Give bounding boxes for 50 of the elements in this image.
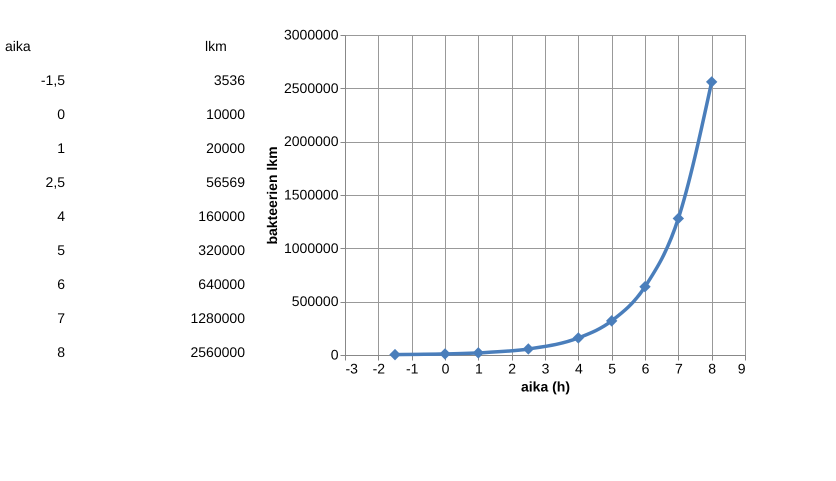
x-tick-label: -2	[372, 360, 386, 376]
x-tick-label: 8	[708, 360, 716, 376]
y-axis-title: bakteerien lkm	[264, 146, 280, 245]
y-tick-label: 1500000	[284, 186, 339, 202]
y-tick-label: 0	[330, 346, 339, 362]
data-label: 10000	[206, 106, 246, 122]
category-label: 6	[57, 276, 66, 292]
data-label: 56569	[206, 174, 246, 190]
y-tick-label: 3000000	[284, 26, 339, 42]
x-tick-label: -3	[346, 360, 358, 376]
y-tick-label: 2500000	[284, 80, 339, 96]
point	[389, 348, 401, 360]
point	[606, 315, 618, 327]
point	[639, 281, 651, 292]
point	[672, 212, 684, 224]
y-tick-label: 2000000	[284, 133, 339, 150]
category-label: 2,5	[46, 174, 66, 190]
category-label: 1	[57, 140, 66, 156]
x-axis-title: aika (h)	[520, 378, 570, 394]
text: aika	[5, 38, 31, 54]
category-label: 7	[57, 310, 66, 326]
x-tick-label: 6	[642, 360, 650, 376]
point	[572, 332, 584, 344]
point	[706, 76, 718, 88]
category-label: 8	[57, 344, 66, 360]
data-label: 3536	[214, 72, 246, 88]
category-label: 0	[57, 106, 66, 122]
x-tick-label: 4	[574, 360, 583, 376]
point	[439, 348, 451, 360]
x-tick-label: 7	[674, 360, 683, 376]
data-label: 320000	[198, 242, 246, 258]
x-tick-label: -1	[406, 360, 419, 376]
text: lkm	[205, 38, 227, 54]
x-tick-label: 1	[474, 360, 483, 376]
category-label: 5	[57, 242, 66, 258]
data-label: 1280000	[190, 310, 246, 326]
x-tick-label: 5	[608, 360, 616, 376]
data-label: 20000	[206, 140, 246, 156]
data-label: 640000	[198, 276, 246, 292]
category-label: 4	[57, 208, 66, 224]
x-tick-label: 0	[442, 360, 450, 376]
point	[522, 343, 534, 355]
data-label: 160000	[198, 208, 246, 224]
x-tick-label: 2	[508, 360, 516, 376]
x-tick-label: 9	[738, 360, 746, 376]
category-label: -1,5	[40, 72, 66, 88]
data-label: 2560000	[190, 344, 246, 360]
y-tick-label: 1000000	[284, 240, 339, 256]
x-tick-label: 3	[542, 360, 550, 376]
y-tick-label: 500000	[292, 293, 339, 310]
